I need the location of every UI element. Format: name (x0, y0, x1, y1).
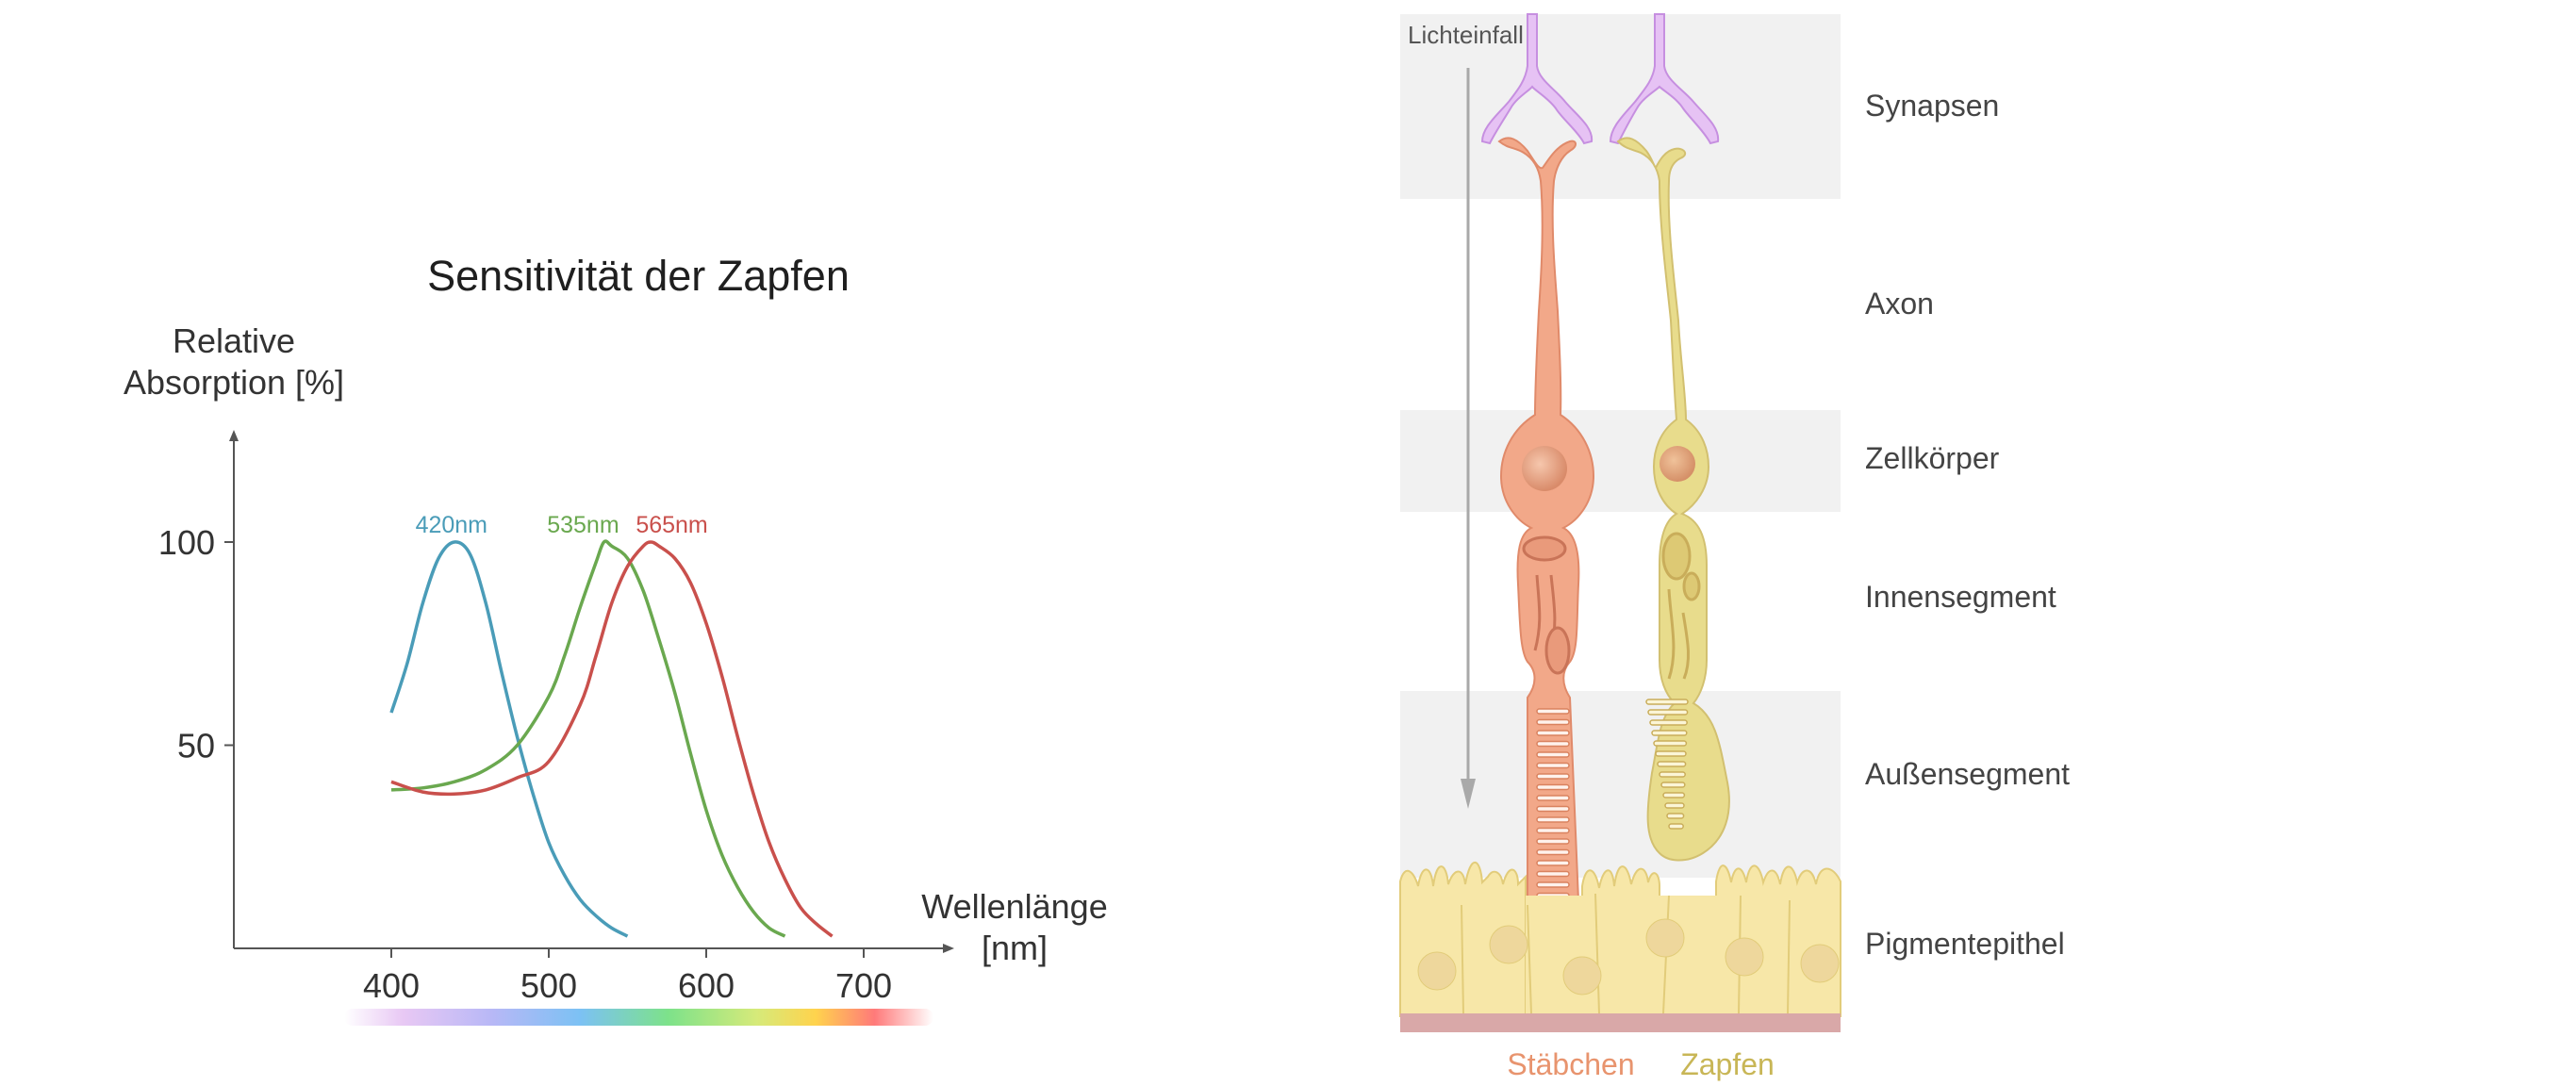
cone-disc (1645, 699, 1689, 705)
rod-disc (1536, 827, 1570, 834)
y-tick-label: 50 (177, 727, 215, 765)
rod-disc (1536, 805, 1570, 813)
cone-disc (1653, 740, 1688, 747)
x-axis-arrowhead (943, 944, 954, 953)
layer-label-inner-segment: Innensegment (1865, 580, 2056, 614)
rod-disc (1536, 848, 1570, 856)
cone-organelles (1661, 532, 1701, 680)
cone-discs (1645, 699, 1689, 830)
x-axis-label-line-1: Wellenlänge (921, 887, 1107, 926)
rod-label: Stäbchen (1507, 1047, 1634, 1081)
band-cell-body (1400, 410, 1841, 512)
layer-label-outer-segment: Außensegment (1865, 757, 2070, 791)
rod-disc (1536, 762, 1570, 769)
cone-disc (1660, 782, 1686, 788)
synapse-terminals (1480, 13, 1720, 145)
series-line-535nm (390, 539, 786, 938)
y-axis-arrowhead (229, 430, 239, 441)
y-axis-label-line-2: Absorption [%] (124, 363, 344, 402)
layer-label-synapses: Synapsen (1865, 89, 1999, 123)
layer-labels: Synapsen Axon Zellkörper Innensegment Au… (1865, 89, 2070, 961)
rod-disc (1536, 708, 1570, 715)
y-ticks: 50 100 (158, 523, 234, 765)
y-tick-label: 100 (158, 523, 215, 562)
rod-disc (1536, 730, 1570, 736)
rod-disc (1536, 773, 1570, 780)
cone-disc (1647, 709, 1689, 716)
x-ticks: 400 500 600 700 (363, 948, 892, 1005)
layer-label-pigment-epithelium: Pigmentepithel (1865, 927, 2065, 961)
series-label-535nm: 535nm (547, 512, 619, 538)
chart-title: Sensitivität der Zapfen (427, 252, 850, 300)
rod-disc (1536, 838, 1570, 845)
rod-disc (1536, 816, 1570, 823)
series-line-565nm (390, 540, 834, 938)
x-axis-label-line-2: [nm] (982, 929, 1048, 967)
cone-disc (1659, 771, 1686, 778)
rod-organelles (1522, 535, 1571, 675)
x-tick-label: 700 (835, 966, 892, 1005)
rod-disc (1536, 870, 1570, 878)
x-tick-label: 500 (520, 966, 577, 1005)
rod-nucleus (1522, 446, 1567, 491)
rod-disc (1536, 783, 1570, 791)
series-labels: 420nm 535nm 565nm (416, 512, 708, 538)
layer-label-cell-body: Zellkörper (1865, 441, 2000, 475)
rod-disc (1536, 795, 1570, 801)
pigment-epithelium (1399, 862, 1841, 1032)
x-tick-label: 400 (363, 966, 420, 1005)
x-tick-label: 600 (678, 966, 735, 1005)
cone-disc (1664, 802, 1685, 809)
cone-cell (1616, 137, 1730, 862)
rod-disc (1536, 860, 1570, 866)
band-synapses (1400, 14, 1841, 199)
rod-disc (1536, 718, 1570, 726)
cone-disc (1651, 730, 1688, 736)
cone-disc (1668, 823, 1684, 830)
series-line-420nm (389, 540, 629, 938)
color-spectrum-bar (344, 1009, 933, 1026)
rod-discs (1536, 708, 1570, 899)
cone-disc (1662, 792, 1686, 798)
rod-disc (1536, 740, 1570, 748)
rod-disc (1536, 751, 1570, 758)
cone-nucleus (1660, 446, 1695, 482)
cone-label: Zapfen (1680, 1047, 1775, 1081)
series-lines (389, 539, 834, 938)
cone-disc (1666, 813, 1685, 819)
rod-cell (1497, 137, 1595, 924)
y-axis-label-line-1: Relative (173, 321, 295, 360)
cone-disc (1655, 750, 1687, 757)
cone-disc (1657, 761, 1687, 767)
retina-diagram: Lichteinfall (1399, 13, 2070, 1081)
bruch-membrane (1400, 1013, 1841, 1032)
light-incidence-label: Lichteinfall (1408, 21, 1524, 49)
series-label-420nm: 420nm (416, 512, 487, 538)
series-label-565nm: 565nm (636, 512, 707, 538)
cone-disc (1649, 719, 1688, 726)
layer-label-axon: Axon (1865, 287, 1934, 321)
cone-sensitivity-chart: Sensitivität der Zapfen Relative Absorpt… (124, 252, 1108, 1026)
rod-disc (1536, 881, 1570, 888)
light-arrow-head (1461, 779, 1476, 809)
